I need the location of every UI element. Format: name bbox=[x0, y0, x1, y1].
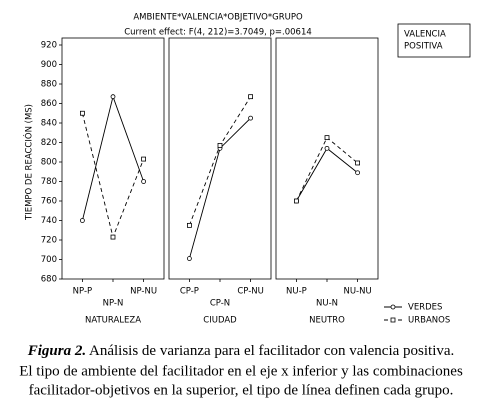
legend-marker bbox=[390, 304, 396, 310]
y-tick-label: 840 bbox=[41, 119, 57, 129]
point bbox=[80, 110, 85, 116]
y-tick-label: 780 bbox=[41, 177, 57, 187]
y-tick-label: 760 bbox=[41, 197, 57, 207]
point bbox=[248, 115, 254, 121]
x-tick-label: CP-P bbox=[180, 287, 199, 297]
y-tick-label: 820 bbox=[41, 138, 57, 148]
caption-line: Figura 2. Análisis de varianza para el f… bbox=[27, 343, 455, 359]
y-tick-label: 880 bbox=[41, 80, 57, 90]
chart-title: AMBIENTE*VALENCIA*OBJETIVO*GRUPO bbox=[133, 13, 303, 23]
point bbox=[110, 234, 116, 240]
point bbox=[248, 94, 254, 100]
x-axis-label: NEUTRO bbox=[309, 316, 345, 326]
y-tick-label: 800 bbox=[41, 158, 57, 168]
point bbox=[355, 160, 361, 166]
y-tick-label: 680 bbox=[41, 275, 57, 285]
point bbox=[324, 145, 330, 151]
point bbox=[110, 94, 116, 100]
caption-line: facilitador-objetivos en la superior, el… bbox=[29, 382, 454, 398]
annotation: POSITIVA bbox=[404, 42, 443, 52]
x-axis-label: CIUDAD bbox=[203, 316, 237, 326]
x-tick-label: CP-N bbox=[210, 299, 230, 309]
caption-line: El tipo de ambiente del facilitador en e… bbox=[19, 363, 463, 379]
point bbox=[217, 143, 223, 148]
y-tick-label: 860 bbox=[41, 99, 57, 109]
x-axis-label: NATURALEZA bbox=[85, 316, 141, 326]
series-line bbox=[188, 117, 251, 259]
legend-label: VERDES bbox=[408, 303, 442, 313]
y-tick-label: 900 bbox=[41, 60, 57, 70]
legend-marker bbox=[390, 317, 396, 323]
caption-label: Figura 2. bbox=[27, 343, 86, 359]
point bbox=[141, 179, 147, 184]
series-line bbox=[81, 113, 145, 239]
x-tick-label: NP-NU bbox=[130, 287, 157, 297]
chart-subtitle: Current effect: F(4, 212)=3.7049, p=.006… bbox=[124, 28, 312, 38]
x-tick-label: NU-NU bbox=[343, 287, 371, 297]
panel-frame bbox=[275, 37, 379, 280]
point bbox=[324, 135, 330, 141]
y-tick-label: 740 bbox=[41, 216, 57, 226]
annotation-box bbox=[397, 23, 471, 58]
x-tick-label: CP-NU bbox=[237, 287, 264, 297]
point bbox=[141, 156, 147, 162]
annotation: VALENCIA bbox=[404, 30, 446, 40]
series-line bbox=[296, 147, 358, 202]
point bbox=[186, 222, 192, 228]
point bbox=[186, 256, 192, 261]
point bbox=[355, 170, 361, 176]
y-tick-label: 920 bbox=[41, 41, 57, 51]
x-tick-label: NP-P bbox=[73, 287, 93, 297]
caption: Figura 2. Análisis de varianza para el f… bbox=[19, 343, 463, 398]
panel-frame bbox=[168, 37, 272, 280]
y-tick-label: 720 bbox=[41, 236, 57, 246]
y-tick-label: 700 bbox=[41, 255, 57, 265]
x-tick-label: NP-N bbox=[103, 299, 124, 309]
panel-frame bbox=[61, 37, 165, 280]
caption-text: Análisis de varianza para el facilitador… bbox=[89, 343, 454, 359]
point bbox=[80, 218, 85, 223]
legend-label: URBANOS bbox=[408, 316, 450, 326]
x-tick-label: NU-N bbox=[316, 299, 338, 309]
x-tick-label: NU-P bbox=[286, 287, 307, 297]
point bbox=[293, 198, 299, 204]
y-axis-label: TIEMPO DE REACCIÓN (MS) bbox=[23, 104, 35, 221]
series-line bbox=[188, 96, 251, 226]
series-line bbox=[81, 95, 145, 221]
